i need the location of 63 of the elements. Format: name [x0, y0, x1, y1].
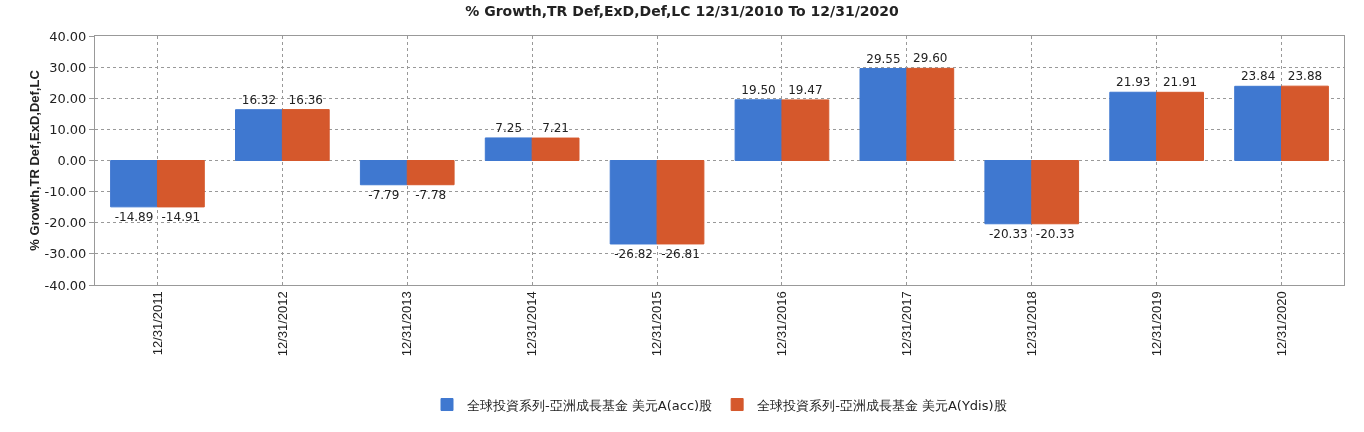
- x-tick-label: 12/31/2011: [149, 291, 165, 356]
- bar: [656, 160, 705, 245]
- data-label: 23.84: [1240, 69, 1276, 84]
- bar: [1234, 85, 1283, 161]
- chart-title: % Growth,TR Def,ExD,Def,LC 12/31/2010 To 12/31/2020: [465, 3, 900, 20]
- bar: [781, 99, 830, 161]
- y-tick-label: 10.00: [49, 121, 87, 137]
- data-label: -7.79: [368, 187, 400, 202]
- x-tick-label: 12/31/2012: [274, 291, 290, 357]
- x-tick-label: 12/31/2020: [1273, 291, 1289, 357]
- data-label: -26.82: [614, 246, 653, 261]
- bar: [359, 160, 408, 186]
- bar: [156, 160, 205, 208]
- y-tick-label: 0.00: [57, 153, 87, 169]
- bar: [1281, 85, 1329, 161]
- data-label: 29.55: [866, 51, 901, 66]
- bar: [984, 160, 1033, 225]
- data-label: -20.33: [1035, 226, 1075, 241]
- data-label: 7.21: [542, 121, 569, 136]
- x-tick-label: 12/31/2018: [1023, 291, 1039, 357]
- x-tick-label: 12/31/2013: [399, 291, 415, 357]
- bar: [110, 160, 158, 208]
- data-label: 21.93: [1116, 75, 1151, 90]
- x-tick-label: 12/31/2016: [774, 291, 790, 357]
- data-label: -7.78: [415, 187, 447, 202]
- bar: [859, 68, 908, 161]
- bar: [235, 109, 283, 161]
- x-tick-label: 12/31/2014: [524, 291, 540, 357]
- data-label: 23.88: [1287, 69, 1323, 84]
- bar: [1031, 160, 1080, 225]
- x-tick-label: 12/31/2015: [649, 291, 665, 357]
- data-label: 29.60: [913, 51, 948, 66]
- y-tick-label: -30.00: [44, 246, 87, 262]
- y-axis-title: % Growth,TR Def,ExD,Def,LC: [27, 69, 43, 251]
- bar: [484, 137, 533, 161]
- data-label: 19.47: [788, 82, 823, 97]
- data-label: -20.33: [988, 226, 1028, 241]
- bar: [1156, 91, 1204, 161]
- data-label: 16.36: [288, 92, 323, 107]
- y-tick-label: 30.00: [49, 59, 87, 75]
- bar: [406, 160, 455, 186]
- data-label: -14.89: [114, 209, 154, 224]
- data-label: -26.81: [661, 246, 700, 261]
- data-label: 21.91: [1162, 75, 1198, 90]
- data-label: 7.25: [495, 120, 523, 135]
- bar: [609, 160, 658, 245]
- y-tick-label: 20.00: [49, 90, 87, 106]
- x-tick-label: 12/31/2017: [899, 291, 915, 357]
- bar: [734, 99, 783, 161]
- bar: [906, 67, 955, 161]
- bar: [531, 137, 580, 161]
- data-label: -14.91: [161, 209, 201, 224]
- legend-label: 全球投資系列-亞洲成長基金 美元A(Ydis)股: [757, 397, 1007, 413]
- y-tick-label: -40.00: [44, 277, 87, 293]
- bar: [281, 109, 330, 161]
- legend-label: 全球投資系列-亞洲成長基金 美元A(acc)股: [467, 397, 713, 413]
- bar: [1109, 91, 1158, 161]
- x-tick-label: 12/31/2019: [1148, 291, 1164, 357]
- y-tick-label: -10.00: [44, 184, 87, 200]
- y-tick-label: 40.00: [49, 28, 87, 44]
- data-label: 19.50: [741, 82, 776, 97]
- y-tick-label: -20.00: [44, 215, 87, 231]
- data-label: 16.32: [241, 92, 277, 107]
